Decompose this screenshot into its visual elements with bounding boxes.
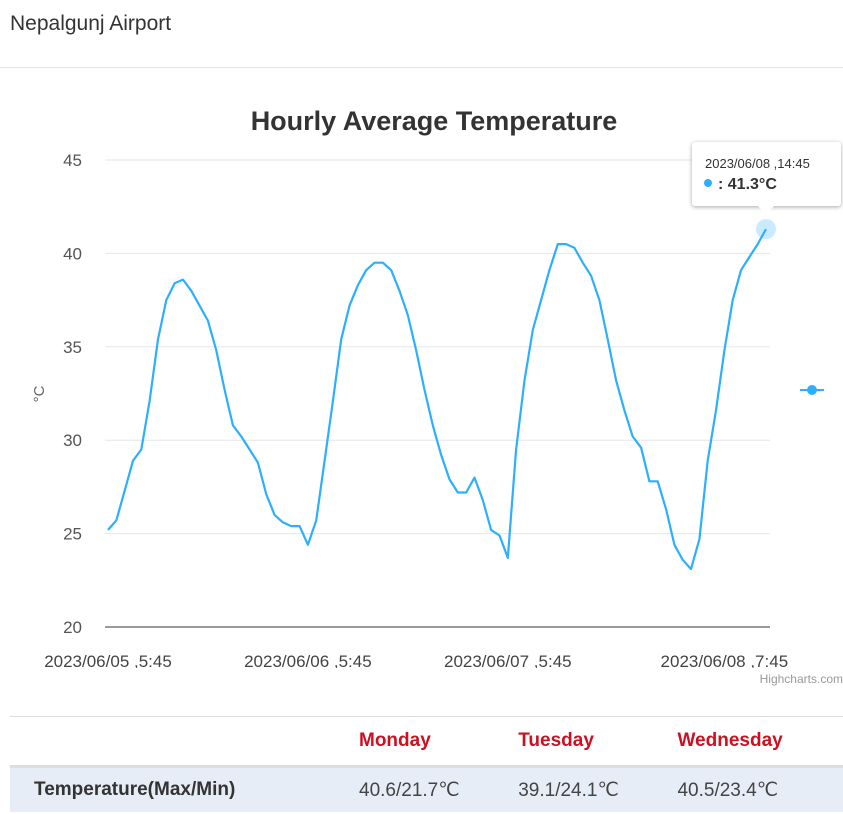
y-tick-label: 30	[63, 431, 82, 450]
x-tick-label: 2023/06/07 ,5:45	[444, 652, 572, 668]
value-monday: 40.6/21.7℃	[358, 765, 518, 812]
y-tick-label: 25	[63, 525, 82, 544]
header: Nepalgunj Airport	[0, 0, 843, 68]
day-wednesday: Wednesday	[677, 730, 783, 751]
x-tick-label: 2023/06/08 ,7:45	[661, 652, 789, 668]
y-axis-label: °C	[31, 385, 48, 402]
value-wednesday: 40.5/23.4℃	[676, 765, 843, 812]
chart-title: Hourly Average Temperature	[251, 106, 618, 136]
series-dot-icon	[704, 179, 712, 187]
temperature-chart: Hourly Average Temperature 20 25 30 35 40 45 °C…	[31, 106, 824, 668]
y-tick-label: 35	[63, 338, 82, 357]
day-tuesday: Tuesday	[518, 730, 594, 751]
x-tick-label: 2023/06/05 ,5:45	[44, 652, 172, 668]
tooltip: 2023/06/08 ,14:45 : 41.3°C	[692, 142, 841, 214]
y-tick-label: 45	[63, 151, 82, 170]
station-title: Nepalgunj Airport	[10, 12, 172, 35]
value-tuesday: 39.1/24.1℃	[517, 765, 677, 812]
table-header-row: Monday Tuesday Wednesday	[10, 717, 843, 767]
hover-halo	[756, 219, 776, 240]
legend-marker	[807, 385, 817, 395]
x-tick-label: 2023/06/06 ,5:45	[244, 652, 372, 668]
day-monday: Monday	[359, 730, 431, 751]
tooltip-value: : 41.3°C	[704, 176, 777, 194]
tooltip-date: 2023/06/08 ,14:45	[705, 156, 810, 171]
row-label: Temperature(Max/Min)	[10, 765, 358, 812]
y-tick-label: 40	[63, 244, 82, 263]
summary-table: Monday Tuesday Wednesday Temperature(Max…	[10, 716, 843, 812]
highcharts-credits[interactable]: Highcharts.com	[759, 672, 843, 686]
table-row: Temperature(Max/Min) 40.6/21.7℃ 39.1/24.…	[10, 765, 843, 812]
y-tick-label: 20	[63, 618, 82, 637]
temperature-series-line	[107, 228, 767, 571]
